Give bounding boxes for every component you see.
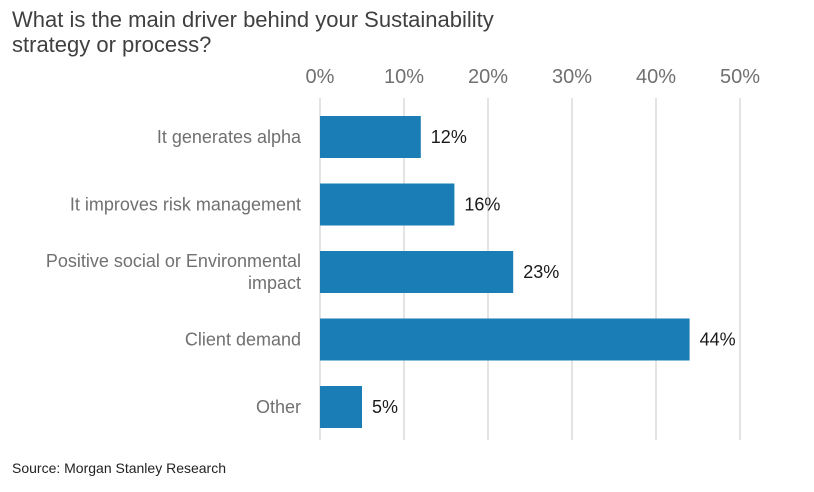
data-label: 44% — [700, 330, 736, 350]
x-tick-label: 20% — [468, 66, 508, 88]
x-tick-label: 10% — [384, 66, 424, 88]
category-label: impact — [248, 273, 301, 293]
category-label: Other — [256, 397, 301, 417]
data-label: 23% — [523, 262, 559, 282]
data-label: 16% — [464, 195, 500, 215]
x-tick-label: 0% — [306, 66, 335, 88]
category-label: Positive social or Environmental — [46, 251, 301, 271]
chart-title: What is the main driver behind your Sust… — [12, 7, 494, 57]
bar — [320, 116, 421, 158]
data-label: 12% — [431, 127, 467, 147]
x-tick-label: 50% — [720, 66, 760, 88]
category-label: It improves risk management — [70, 195, 301, 215]
bar — [320, 183, 455, 226]
data-label: 5% — [372, 397, 398, 417]
category-label: It generates alpha — [157, 127, 302, 147]
x-tick-label: 40% — [636, 66, 676, 88]
category-label: Client demand — [185, 330, 301, 350]
bar — [320, 251, 514, 293]
source-note: Source: Morgan Stanley Research — [12, 460, 226, 476]
bar — [320, 386, 362, 428]
x-tick-label: 30% — [552, 66, 592, 88]
bar — [320, 318, 690, 361]
